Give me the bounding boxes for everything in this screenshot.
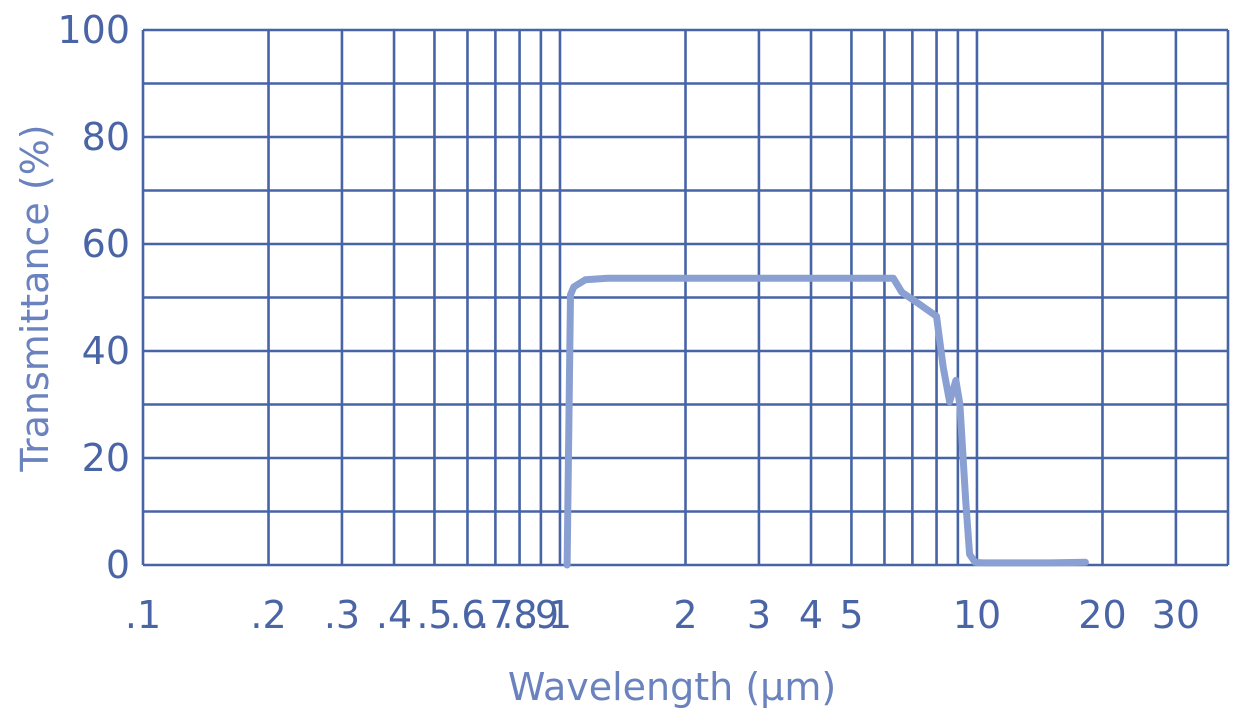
y-tick-label: 60 bbox=[82, 222, 130, 266]
x-tick-label: 30 bbox=[1152, 593, 1200, 637]
series-layer bbox=[563, 274, 1089, 569]
series-line bbox=[563, 274, 1089, 569]
y-tick-label: 80 bbox=[82, 115, 130, 159]
x-tick-label: .1 bbox=[125, 593, 161, 637]
x-tick-label: 2 bbox=[673, 593, 697, 637]
y-tick-label: 20 bbox=[82, 436, 130, 480]
x-tick-label: 4 bbox=[799, 593, 823, 637]
y-axis-title: Transmittance (%) bbox=[13, 124, 57, 472]
x-tick-label: 3 bbox=[747, 593, 771, 637]
x-tick-label: .3 bbox=[324, 593, 360, 637]
x-tick-label: 1 bbox=[548, 593, 572, 637]
x-tick-label: .7 bbox=[477, 593, 513, 637]
x-tick-label: .6 bbox=[449, 593, 485, 637]
y-tick-label: 100 bbox=[57, 8, 130, 52]
x-axis-title: Wavelength (µm) bbox=[508, 665, 836, 709]
x-tick-label: .5 bbox=[416, 593, 452, 637]
y-tick-label: 40 bbox=[82, 329, 130, 373]
x-tick-label: .4 bbox=[376, 593, 412, 637]
x-tick-labels: .1 .2 .3 .4.5.6.7.8.91 2 3 4 5 10 20 30 bbox=[125, 593, 1200, 637]
x-tick-label: .9 bbox=[523, 593, 559, 637]
x-tick-label: .2 bbox=[250, 593, 286, 637]
grid bbox=[141, 28, 1230, 567]
x-tick-label: 10 bbox=[953, 593, 1001, 637]
x-tick-label: 20 bbox=[1078, 593, 1126, 637]
x-tick-label: 5 bbox=[839, 593, 863, 637]
y-tick-label: 0 bbox=[106, 543, 130, 587]
x-tick-label: .8 bbox=[501, 593, 537, 637]
y-tick-labels: 0 20 40 60 80 100 bbox=[57, 8, 130, 587]
